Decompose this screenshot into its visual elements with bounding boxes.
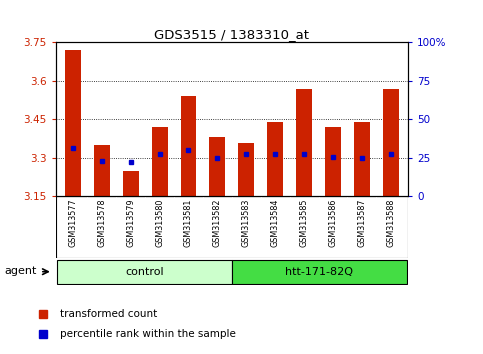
- Bar: [325, 127, 341, 196]
- Text: GSM313577: GSM313577: [69, 198, 77, 247]
- Title: GDS3515 / 1383310_at: GDS3515 / 1383310_at: [155, 28, 309, 41]
- Text: GSM313588: GSM313588: [386, 198, 395, 247]
- Text: percentile rank within the sample: percentile rank within the sample: [60, 329, 236, 339]
- Bar: [181, 96, 197, 196]
- Bar: [210, 137, 226, 196]
- Bar: [65, 50, 81, 196]
- Text: GSM313586: GSM313586: [328, 198, 338, 247]
- FancyBboxPatch shape: [232, 260, 407, 284]
- Text: GSM313587: GSM313587: [357, 198, 367, 247]
- Bar: [267, 122, 283, 196]
- Bar: [354, 122, 370, 196]
- Text: GSM313583: GSM313583: [242, 198, 251, 247]
- Text: GSM313581: GSM313581: [184, 198, 193, 247]
- Text: GSM313585: GSM313585: [299, 198, 309, 247]
- Text: transformed count: transformed count: [60, 309, 157, 319]
- Text: GSM313582: GSM313582: [213, 198, 222, 247]
- Text: agent: agent: [4, 266, 37, 276]
- Bar: [238, 143, 254, 196]
- FancyBboxPatch shape: [57, 260, 232, 284]
- Bar: [94, 145, 110, 196]
- Text: GSM313580: GSM313580: [155, 198, 164, 247]
- Bar: [123, 171, 139, 196]
- Text: GSM313578: GSM313578: [97, 198, 106, 247]
- Text: control: control: [125, 267, 164, 277]
- Bar: [383, 89, 399, 196]
- Bar: [296, 89, 312, 196]
- Text: htt-171-82Q: htt-171-82Q: [285, 267, 353, 277]
- Bar: [152, 127, 168, 196]
- Text: GSM313579: GSM313579: [126, 198, 135, 247]
- Text: GSM313584: GSM313584: [270, 198, 280, 247]
